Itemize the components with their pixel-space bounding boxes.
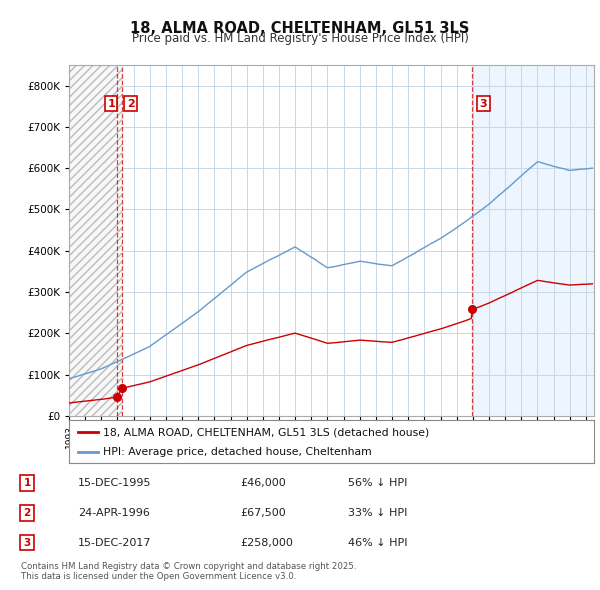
- Bar: [472, 65, 594, 416]
- Text: Contains HM Land Registry data © Crown copyright and database right 2025.
This d: Contains HM Land Registry data © Crown c…: [21, 562, 356, 581]
- Bar: [69, 65, 122, 416]
- Text: 1: 1: [23, 478, 31, 488]
- Text: HPI: Average price, detached house, Cheltenham: HPI: Average price, detached house, Chel…: [103, 447, 372, 457]
- Text: 2: 2: [23, 508, 31, 517]
- Text: 3: 3: [479, 99, 487, 109]
- Text: 3: 3: [23, 537, 31, 548]
- Text: £258,000: £258,000: [240, 537, 293, 548]
- Text: 2: 2: [127, 99, 134, 109]
- Text: 15-DEC-1995: 15-DEC-1995: [78, 478, 151, 488]
- Text: 15-DEC-2017: 15-DEC-2017: [78, 537, 151, 548]
- Text: 33% ↓ HPI: 33% ↓ HPI: [348, 508, 407, 517]
- Text: 18, ALMA ROAD, CHELTENHAM, GL51 3LS: 18, ALMA ROAD, CHELTENHAM, GL51 3LS: [130, 21, 470, 35]
- Text: 46% ↓ HPI: 46% ↓ HPI: [348, 537, 407, 548]
- Text: 18, ALMA ROAD, CHELTENHAM, GL51 3LS (detached house): 18, ALMA ROAD, CHELTENHAM, GL51 3LS (det…: [103, 427, 430, 437]
- Text: 1: 1: [107, 99, 115, 109]
- Text: Price paid vs. HM Land Registry's House Price Index (HPI): Price paid vs. HM Land Registry's House …: [131, 32, 469, 45]
- Text: 56% ↓ HPI: 56% ↓ HPI: [348, 478, 407, 488]
- Text: £67,500: £67,500: [240, 508, 286, 517]
- Text: 24-APR-1996: 24-APR-1996: [78, 508, 150, 517]
- Text: £46,000: £46,000: [240, 478, 286, 488]
